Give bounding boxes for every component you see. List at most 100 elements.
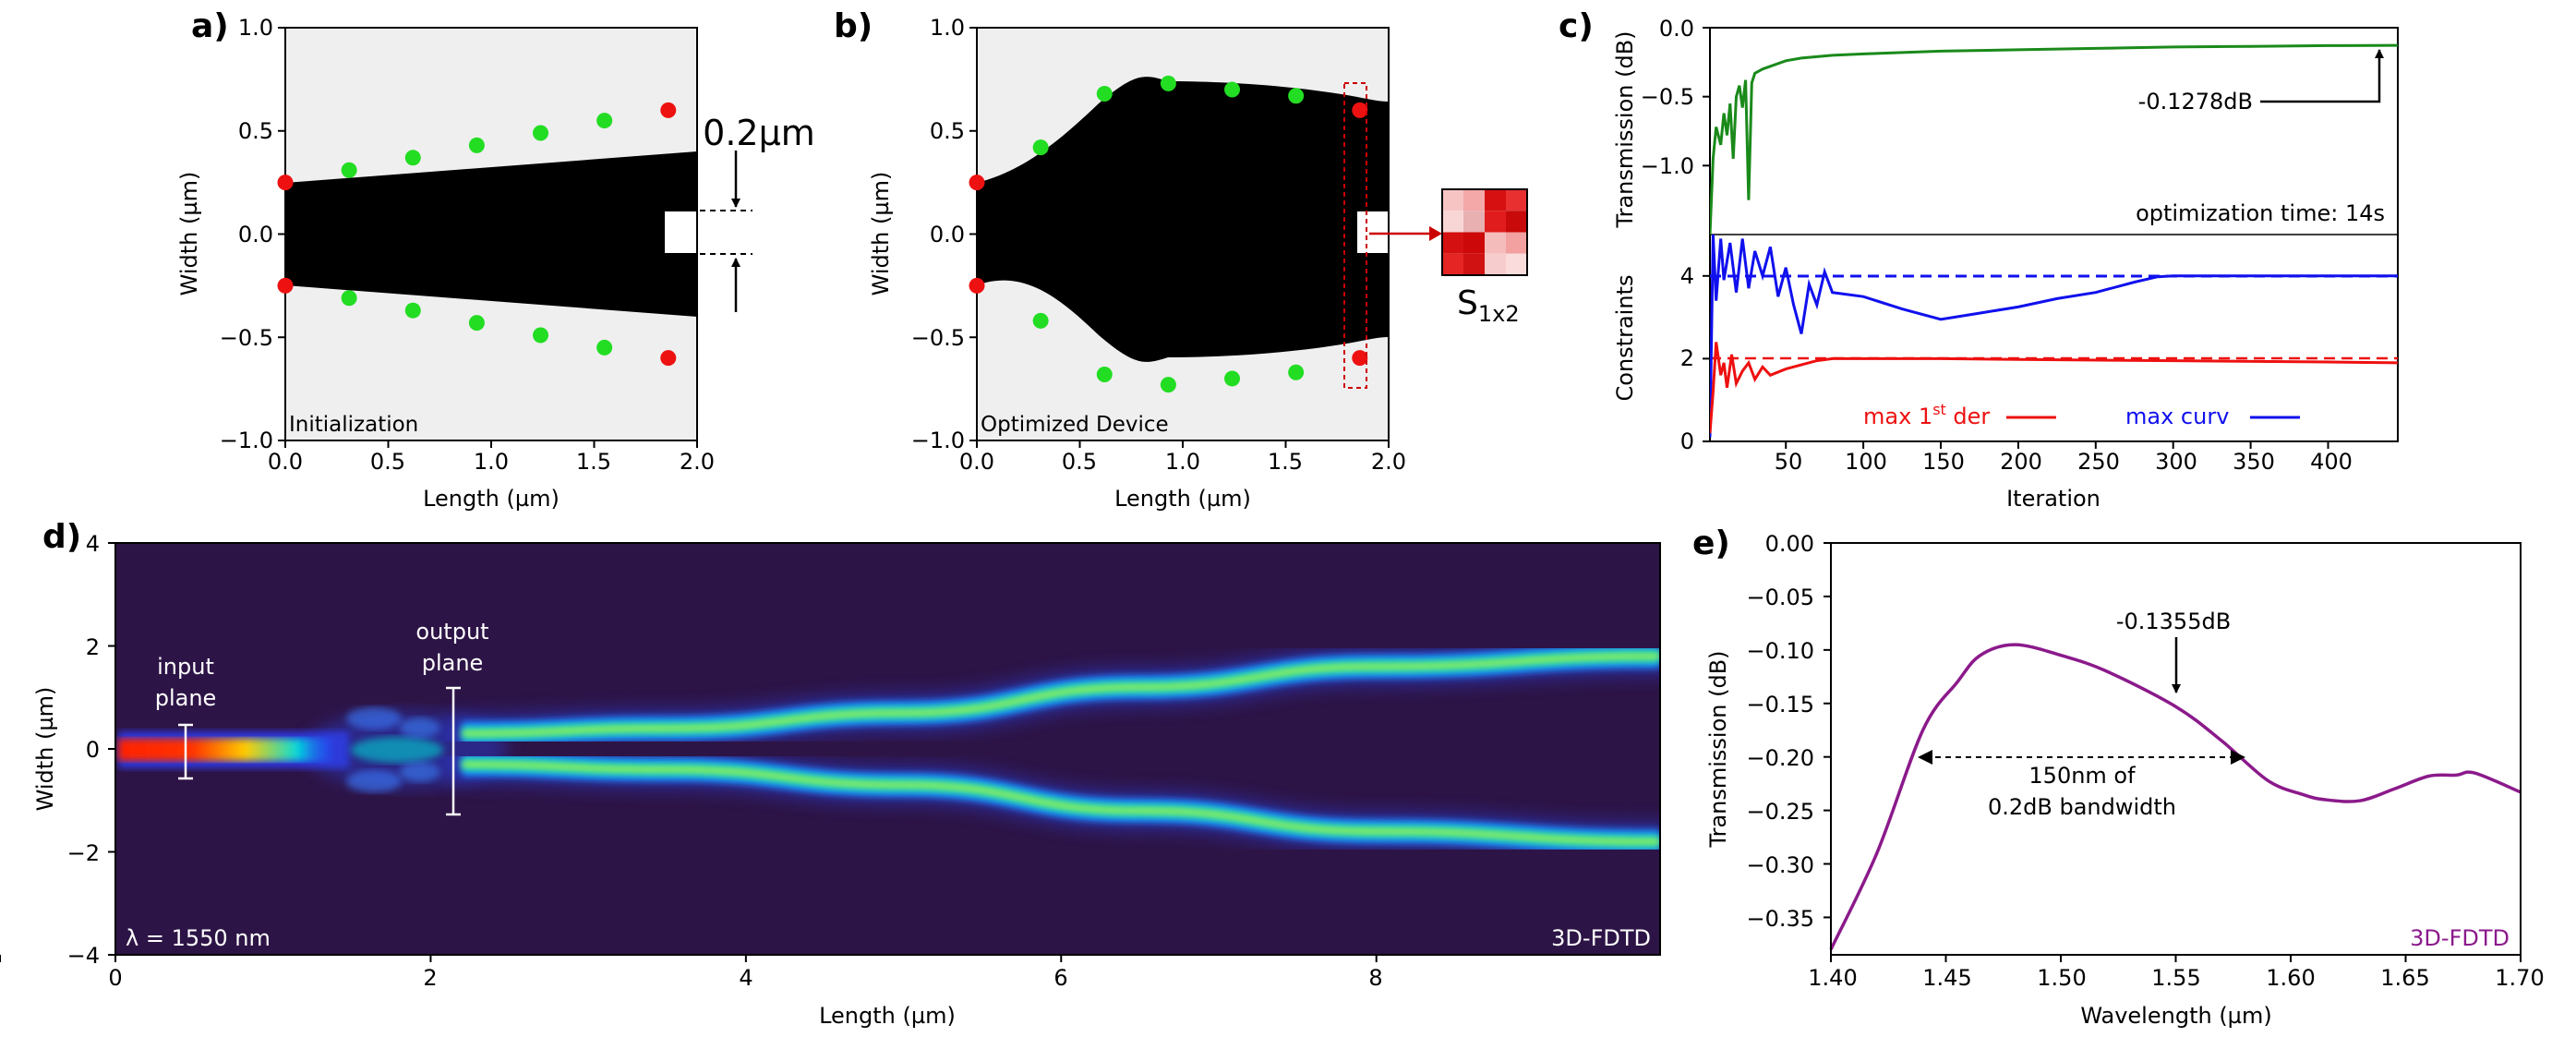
xtick-label: 1.55 — [2151, 965, 2200, 991]
control-point — [1224, 81, 1241, 98]
panel-d-xticks: 0 2 4 6 8 — [108, 965, 1382, 991]
xtick-label: 0.0 — [268, 449, 303, 475]
ytick-label: 0.0 — [238, 222, 273, 247]
xtick-label: 1.40 — [1808, 965, 1857, 991]
ytick-label: −0.5 — [1641, 84, 1694, 110]
s-matrix-cell — [1485, 211, 1506, 233]
control-point — [277, 277, 294, 294]
panel-a-points — [277, 102, 677, 367]
panel-a-ylabel: Width (µm) — [176, 172, 202, 296]
xtick-label: 4 — [739, 965, 752, 991]
panel-a-gap — [665, 211, 697, 253]
control-point — [596, 113, 613, 129]
panel-b-annotation: Optimized Device — [981, 413, 1169, 437]
bandwidth-arrow-right — [2231, 750, 2245, 765]
xtick-label: 0.0 — [959, 449, 994, 475]
control-point — [341, 290, 357, 307]
panel-b-points — [969, 75, 1368, 393]
panel-b-xticks: 0.0 0.5 1.0 1.5 2.0 — [959, 449, 1406, 475]
gap-label: 0.2µm — [703, 113, 815, 153]
panel-d-ylabel: Width (µm) — [32, 687, 58, 812]
s-matrix-cell — [1463, 189, 1485, 211]
s-matrix-cell — [1506, 253, 1527, 275]
panel-a-device — [285, 151, 697, 317]
xtick-label: 2 — [423, 965, 437, 991]
panel-e-yticks: 0.00 −0.05 −0.10 −0.15 −0.20 −0.25 −0.30… — [1746, 531, 1814, 932]
xtick-label: 6 — [1053, 965, 1067, 991]
s-matrix-cell — [1506, 189, 1527, 211]
ytick-label: −0.5 — [220, 325, 273, 351]
bandwidth-label: 0.2dB bandwidth — [1988, 794, 2176, 820]
ytick-label: 0 — [86, 737, 100, 763]
panel-e-method-label: 3D-FDTD — [2410, 925, 2510, 951]
panel-d: d) input pl — [0, 518, 1661, 1029]
xtick-label: 1.5 — [1268, 449, 1303, 475]
control-point — [404, 150, 421, 166]
ytick-label: −0.10 — [1746, 638, 1814, 664]
field-intensity — [118, 635, 1660, 862]
control-point — [404, 302, 421, 319]
ytick-label: −0.30 — [1746, 852, 1814, 878]
panel-b: b) Optimized Device 0.0 0.5 1.0 1.5 2.0 … — [834, 7, 1528, 512]
panel-c-bottom-yticks: 4 2 0 — [1680, 263, 1694, 454]
xtick-label: 1.0 — [474, 449, 509, 475]
control-point — [969, 277, 985, 294]
output-port-selection — [1343, 82, 1367, 389]
ytick-label: 2 — [1680, 345, 1694, 371]
transmission-spectrum-line — [1829, 643, 2522, 950]
control-point — [596, 339, 613, 356]
ytick-label: −0.15 — [1746, 692, 1814, 717]
panel-d-label: d) — [42, 518, 81, 556]
panel-b-yticks: 1.0 0.5 0.0 −0.5 −1.0 — [911, 15, 965, 453]
inset-arrowhead — [1429, 226, 1442, 241]
ytick-label: −0.5 — [911, 325, 965, 351]
xtick-label: 1.0 — [1165, 449, 1200, 475]
ytick-label: −1.0 — [220, 428, 273, 453]
panel-c-label: c) — [1559, 7, 1594, 45]
control-point — [533, 327, 549, 344]
xtick-label: 350 — [2233, 449, 2275, 475]
panel-e: e) 0.00 −0.05 −0.10 −0.15 −0.20 −0.25 −0… — [1692, 525, 2545, 1029]
panel-d-xlabel: Length (µm) — [819, 1003, 956, 1029]
s-matrix-cell — [1506, 211, 1527, 233]
panel-b-ylabel: Width (µm) — [868, 172, 894, 296]
xtick-label: 250 — [2077, 449, 2120, 475]
control-point — [1032, 139, 1049, 156]
xtick-label: 1.5 — [576, 449, 611, 475]
bandwidth-arrow-left — [1918, 750, 1932, 765]
ytick-label: 0.0 — [930, 222, 965, 247]
ytick-label: 4 — [1680, 263, 1694, 289]
ytick-label: −0.25 — [1746, 799, 1814, 825]
s-matrix-cell — [1485, 232, 1506, 254]
xtick-label: 1.45 — [1922, 965, 1971, 991]
xtick-label: 300 — [2155, 449, 2197, 475]
control-point — [1096, 86, 1113, 102]
xtick-label: 1.50 — [2037, 965, 2086, 991]
control-point — [277, 175, 294, 191]
ytick-label: 0 — [1680, 428, 1694, 454]
ytick-label: 0.5 — [930, 118, 965, 144]
control-point — [660, 102, 677, 118]
control-point — [1288, 364, 1305, 380]
xtick-label: 2.0 — [1371, 449, 1406, 475]
input-plane-label: plane — [155, 685, 217, 711]
panel-b-label: b) — [834, 7, 873, 45]
max-curv-line — [1710, 235, 2398, 438]
panel-a-xlabel: Length (µm) — [423, 486, 560, 512]
panel-a-yticks: 1.0 0.5 0.0 −0.5 −1.0 — [220, 15, 273, 453]
ytick-label: −0.35 — [1746, 906, 1814, 932]
panel-c: c) 0.0 −0.5 −1.0 4 2 0 50 100 150 200 25… — [1559, 7, 2399, 512]
panel-b-gap — [1357, 211, 1389, 253]
ytick-label: −1.0 — [911, 428, 965, 453]
control-point — [468, 137, 485, 153]
xtick-label: 8 — [1368, 965, 1382, 991]
panel-a-annotation: Initialization — [289, 413, 418, 437]
xtick-label: 0.5 — [1062, 449, 1097, 475]
panel-d-yticks: 4 2 0 −2 −4 — [67, 531, 100, 969]
s-matrix-cell — [1463, 253, 1485, 275]
output-plane-label: plane — [422, 650, 484, 676]
ytick-label: 0.00 — [1765, 531, 1814, 557]
panel-b-xlabel: Length (µm) — [1114, 486, 1251, 512]
s-matrix-inset — [1441, 188, 1528, 276]
control-point — [660, 350, 677, 367]
